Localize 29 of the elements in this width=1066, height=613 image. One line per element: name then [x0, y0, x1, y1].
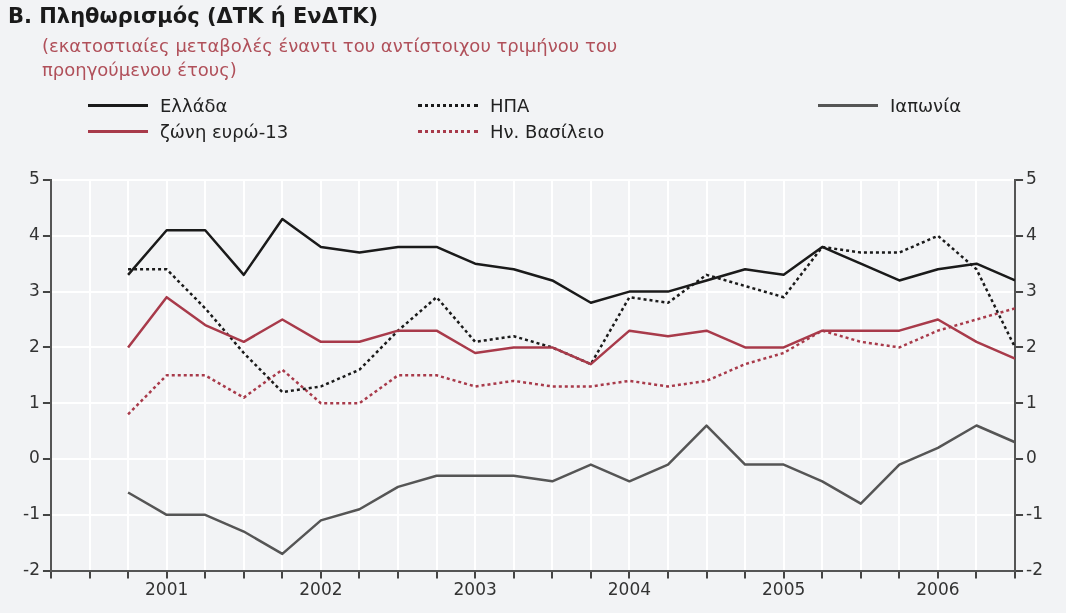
y-tick-label: -1: [23, 503, 40, 524]
legend-label: Ελλάδα: [160, 94, 228, 116]
y-tick-label: 3: [29, 280, 40, 301]
y2-tick-label: -1: [1026, 503, 1043, 524]
legend-label: Ην. Βασίλειο: [490, 120, 605, 142]
y2-tick-label: 1: [1026, 391, 1037, 412]
y2-tick-label: 4: [1026, 224, 1037, 245]
legend-label: Ιαπωνία: [890, 94, 962, 116]
y-tick-label: 5: [29, 168, 40, 189]
y-tick-label: 1: [29, 391, 40, 412]
chart-title: Β. Πληθωρισμός (ΔΤΚ ή ΕνΔΤΚ): [8, 4, 379, 28]
y-tick-label: 4: [29, 224, 40, 245]
x-tick-label: 2002: [299, 579, 343, 600]
y2-tick-label: 3: [1026, 280, 1037, 301]
y2-tick-label: -2: [1026, 559, 1043, 580]
y2-tick-label: 0: [1026, 447, 1037, 468]
chart-subtitle: (εκατοστιαίες μεταβολές έναντι του αντίστοιχου τριμήνου του προηγούμενου έτους): [42, 34, 619, 82]
x-tick-label: 2005: [762, 579, 806, 600]
y-tick-label: 2: [29, 335, 40, 356]
y-tick-label: -2: [23, 559, 40, 580]
y-tick-label: 0: [29, 447, 40, 468]
x-tick-label: 2004: [607, 579, 652, 600]
legend-label: ζώνη ευρώ-13: [160, 120, 289, 142]
legend-label: ΗΠΑ: [490, 94, 530, 116]
y2-tick-label: 5: [1026, 168, 1037, 189]
y2-tick-label: 2: [1026, 335, 1037, 356]
x-tick-label: 2003: [453, 579, 497, 600]
x-tick-label: 2006: [916, 579, 960, 600]
x-tick-label: 2001: [145, 579, 189, 600]
